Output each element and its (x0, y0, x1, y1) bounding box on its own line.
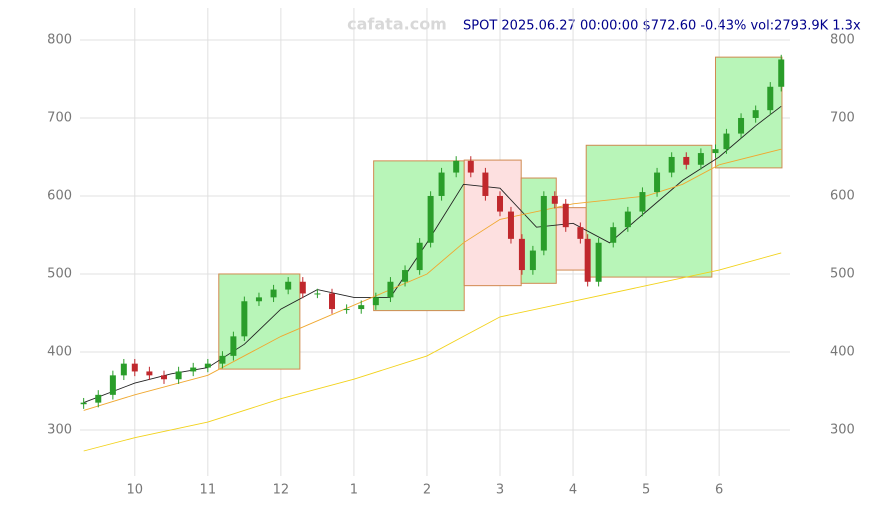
x-tick-label: 4 (569, 483, 577, 498)
x-tick-label: 12 (273, 483, 290, 498)
y-tick-label-right: 400 (830, 344, 855, 359)
candle-body (175, 371, 182, 380)
x-tick-label: 11 (200, 483, 217, 498)
y-tick-label-right: 800 (830, 32, 855, 47)
candle-body (329, 293, 336, 310)
candle-body (752, 110, 759, 118)
candle-body (507, 211, 514, 239)
y-tick-label-right: 600 (830, 188, 855, 203)
candle-body (577, 227, 584, 239)
candle-body (529, 250, 536, 271)
candle-body (723, 133, 730, 150)
y-tick-label-right: 700 (830, 110, 855, 125)
x-tick-label: 6 (715, 483, 723, 498)
candle-body (299, 281, 306, 294)
candle-body (738, 117, 745, 134)
y-tick-label: 300 (47, 422, 72, 437)
moving-average (83, 148, 782, 411)
candle-body (416, 242, 423, 271)
candle-body (624, 211, 631, 228)
candle-body (467, 160, 474, 173)
x-tick-label: 5 (642, 483, 650, 498)
candle-body (146, 371, 153, 376)
candle-body (668, 156, 675, 173)
range-box (520, 177, 557, 284)
candle-body (497, 195, 504, 212)
candle-body (109, 375, 116, 395)
candle-body (610, 227, 617, 243)
candle-body (219, 355, 226, 364)
y-tick-label-right: 500 (830, 266, 855, 281)
range-box (585, 144, 713, 278)
candle-body (241, 301, 248, 337)
y-tick-label: 800 (47, 32, 72, 47)
watermark: cafata.com (347, 15, 447, 34)
candle-body (427, 195, 434, 243)
candle-body (255, 297, 262, 302)
candle-body (230, 336, 237, 356)
moving-average (83, 252, 782, 452)
y-tick-label: 700 (47, 110, 72, 125)
y-tick-label: 500 (47, 266, 72, 281)
candle-body (778, 59, 785, 87)
candle-body (190, 367, 197, 372)
moving-average (83, 105, 782, 404)
candle-body (767, 86, 774, 111)
candle-body (387, 281, 394, 298)
candle-body (131, 363, 138, 372)
candle-body (540, 195, 547, 251)
candle-body (80, 402, 87, 405)
candle-body (402, 270, 409, 282)
candle-body (595, 242, 602, 282)
candle-body (358, 305, 365, 310)
candle-body (562, 203, 569, 228)
candle-body (438, 172, 445, 196)
candle-body (285, 281, 292, 290)
candle-body (372, 297, 379, 306)
candle-body (343, 309, 350, 311)
candle-body (639, 192, 646, 212)
x-tick-label: 3 (496, 483, 504, 498)
y-tick-label: 600 (47, 188, 72, 203)
candle-body (712, 149, 719, 154)
x-tick-label: 1 (350, 483, 358, 498)
candle-body (683, 156, 690, 165)
y-tick-label: 400 (47, 344, 72, 359)
candle-body (654, 172, 661, 193)
candle-body (314, 293, 321, 295)
chart-title: SPOT 2025.06.27 00:00:00 $772.60 -0.43% … (463, 19, 861, 34)
candle-body (95, 394, 102, 403)
range-box (373, 160, 465, 312)
candle-body (697, 153, 704, 165)
candle-body (270, 289, 277, 298)
candle-body (518, 238, 525, 271)
candle-body (161, 375, 168, 380)
candle-body (453, 160, 460, 173)
x-tick-label: 2 (423, 483, 431, 498)
candle-body (120, 363, 127, 376)
x-tick-label: 10 (127, 483, 144, 498)
candle-body (204, 363, 211, 368)
candle-body (482, 172, 489, 196)
candle-body (584, 238, 591, 282)
y-tick-label-right: 300 (830, 422, 855, 437)
candle-body (551, 195, 558, 204)
